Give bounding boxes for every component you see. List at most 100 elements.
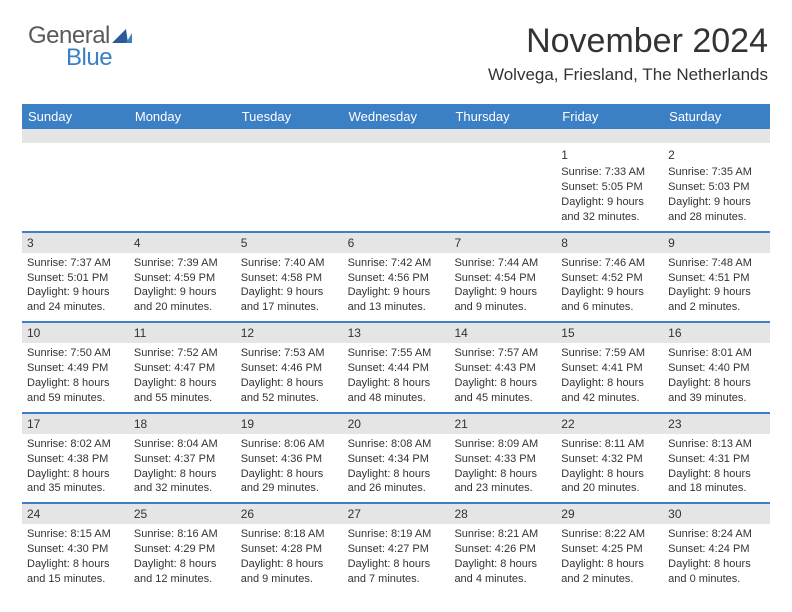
sunrise-text: Sunrise: 8:06 AM xyxy=(241,437,338,452)
daylight-line1: Daylight: 9 hours xyxy=(348,285,445,300)
calendar-day-cell: 28Sunrise: 8:21 AMSunset: 4:26 PMDayligh… xyxy=(449,504,556,593)
sunrise-text: Sunrise: 7:55 AM xyxy=(348,346,445,361)
sunrise-text: Sunrise: 7:52 AM xyxy=(134,346,231,361)
calendar-day-cell: 1Sunrise: 7:33 AMSunset: 5:05 PMDaylight… xyxy=(556,143,663,231)
sunset-text: Sunset: 4:26 PM xyxy=(454,542,551,557)
daylight-line2: and 0 minutes. xyxy=(668,572,765,587)
calendar-day-cell: 12Sunrise: 7:53 AMSunset: 4:46 PMDayligh… xyxy=(236,323,343,412)
daylight-line2: and 2 minutes. xyxy=(561,572,658,587)
sunset-text: Sunset: 5:03 PM xyxy=(668,180,765,195)
daylight-line2: and 32 minutes. xyxy=(134,481,231,496)
sunset-text: Sunset: 4:29 PM xyxy=(134,542,231,557)
calendar-day-cell: 30Sunrise: 8:24 AMSunset: 4:24 PMDayligh… xyxy=(663,504,770,593)
day-number: 3 xyxy=(22,233,129,253)
sunrise-text: Sunrise: 8:16 AM xyxy=(134,527,231,542)
calendar-day-cell: 23Sunrise: 8:13 AMSunset: 4:31 PMDayligh… xyxy=(663,414,770,503)
col-wednesday: Wednesday xyxy=(343,104,450,129)
day-number: 27 xyxy=(343,504,450,524)
sunrise-text: Sunrise: 8:09 AM xyxy=(454,437,551,452)
daylight-line1: Daylight: 8 hours xyxy=(134,467,231,482)
sunrise-text: Sunrise: 7:48 AM xyxy=(668,256,765,271)
calendar-day-cell: 7Sunrise: 7:44 AMSunset: 4:54 PMDaylight… xyxy=(449,233,556,322)
sunset-text: Sunset: 5:01 PM xyxy=(27,271,124,286)
daylight-line2: and 15 minutes. xyxy=(27,572,124,587)
daylight-line1: Daylight: 9 hours xyxy=(454,285,551,300)
daylight-line2: and 24 minutes. xyxy=(27,300,124,315)
sunrise-text: Sunrise: 7:40 AM xyxy=(241,256,338,271)
sunrise-text: Sunrise: 8:24 AM xyxy=(668,527,765,542)
sunset-text: Sunset: 4:37 PM xyxy=(134,452,231,467)
daylight-line1: Daylight: 8 hours xyxy=(241,557,338,572)
day-number: 24 xyxy=(22,504,129,524)
calendar-day-cell: 8Sunrise: 7:46 AMSunset: 4:52 PMDaylight… xyxy=(556,233,663,322)
daylight-line1: Daylight: 9 hours xyxy=(27,285,124,300)
calendar-day-cell xyxy=(236,143,343,231)
sunset-text: Sunset: 4:58 PM xyxy=(241,271,338,286)
sunset-text: Sunset: 4:49 PM xyxy=(27,361,124,376)
sunset-text: Sunset: 4:43 PM xyxy=(454,361,551,376)
daylight-line1: Daylight: 9 hours xyxy=(134,285,231,300)
day-number: 11 xyxy=(129,323,236,343)
daylight-line2: and 6 minutes. xyxy=(561,300,658,315)
sunset-text: Sunset: 4:27 PM xyxy=(348,542,445,557)
daylight-line2: and 4 minutes. xyxy=(454,572,551,587)
daylight-line1: Daylight: 8 hours xyxy=(668,557,765,572)
calendar-day-cell: 15Sunrise: 7:59 AMSunset: 4:41 PMDayligh… xyxy=(556,323,663,412)
page-subtitle: Wolvega, Friesland, The Netherlands xyxy=(488,65,768,85)
col-monday: Monday xyxy=(129,104,236,129)
day-number: 22 xyxy=(556,414,663,434)
daylight-line2: and 48 minutes. xyxy=(348,391,445,406)
calendar-day-cell: 26Sunrise: 8:18 AMSunset: 4:28 PMDayligh… xyxy=(236,504,343,593)
daylight-line2: and 23 minutes. xyxy=(454,481,551,496)
day-number: 5 xyxy=(236,233,343,253)
daylight-line2: and 32 minutes. xyxy=(561,210,658,225)
calendar-day-cell: 10Sunrise: 7:50 AMSunset: 4:49 PMDayligh… xyxy=(22,323,129,412)
day-number: 1 xyxy=(561,147,658,163)
sunset-text: Sunset: 4:28 PM xyxy=(241,542,338,557)
calendar-header-row: Sunday Monday Tuesday Wednesday Thursday… xyxy=(22,104,770,129)
daylight-line1: Daylight: 8 hours xyxy=(454,467,551,482)
sunset-text: Sunset: 4:52 PM xyxy=(561,271,658,286)
daylight-line1: Daylight: 8 hours xyxy=(668,467,765,482)
day-number: 17 xyxy=(22,414,129,434)
daylight-line1: Daylight: 8 hours xyxy=(454,557,551,572)
calendar-body: 1Sunrise: 7:33 AMSunset: 5:05 PMDaylight… xyxy=(22,143,770,593)
sunset-text: Sunset: 4:56 PM xyxy=(348,271,445,286)
sunrise-text: Sunrise: 8:11 AM xyxy=(561,437,658,452)
daylight-line1: Daylight: 8 hours xyxy=(348,467,445,482)
daylight-line1: Daylight: 8 hours xyxy=(27,467,124,482)
calendar-day-cell xyxy=(22,143,129,231)
sunset-text: Sunset: 4:40 PM xyxy=(668,361,765,376)
day-number: 29 xyxy=(556,504,663,524)
day-number: 25 xyxy=(129,504,236,524)
col-sunday: Sunday xyxy=(22,104,129,129)
daylight-line2: and 26 minutes. xyxy=(348,481,445,496)
calendar-day-cell: 4Sunrise: 7:39 AMSunset: 4:59 PMDaylight… xyxy=(129,233,236,322)
sunset-text: Sunset: 4:51 PM xyxy=(668,271,765,286)
day-number: 6 xyxy=(343,233,450,253)
daylight-line2: and 52 minutes. xyxy=(241,391,338,406)
daylight-line2: and 35 minutes. xyxy=(27,481,124,496)
sunset-text: Sunset: 4:38 PM xyxy=(27,452,124,467)
daylight-line1: Daylight: 9 hours xyxy=(561,285,658,300)
day-number: 12 xyxy=(236,323,343,343)
calendar-day-cell: 17Sunrise: 8:02 AMSunset: 4:38 PMDayligh… xyxy=(22,414,129,503)
calendar-day-cell: 20Sunrise: 8:08 AMSunset: 4:34 PMDayligh… xyxy=(343,414,450,503)
calendar-day-cell: 25Sunrise: 8:16 AMSunset: 4:29 PMDayligh… xyxy=(129,504,236,593)
daylight-line2: and 20 minutes. xyxy=(561,481,658,496)
day-number: 13 xyxy=(343,323,450,343)
day-number: 19 xyxy=(236,414,343,434)
calendar-day-cell: 27Sunrise: 8:19 AMSunset: 4:27 PMDayligh… xyxy=(343,504,450,593)
daylight-line2: and 9 minutes. xyxy=(241,572,338,587)
sunrise-text: Sunrise: 7:39 AM xyxy=(134,256,231,271)
daylight-line2: and 59 minutes. xyxy=(27,391,124,406)
daylight-line1: Daylight: 8 hours xyxy=(668,376,765,391)
header-grey-band xyxy=(22,129,770,143)
day-number: 2 xyxy=(668,147,765,163)
sunrise-text: Sunrise: 7:42 AM xyxy=(348,256,445,271)
sunset-text: Sunset: 4:44 PM xyxy=(348,361,445,376)
day-number: 30 xyxy=(663,504,770,524)
daylight-line1: Daylight: 8 hours xyxy=(134,376,231,391)
sunrise-text: Sunrise: 8:04 AM xyxy=(134,437,231,452)
sunrise-text: Sunrise: 7:53 AM xyxy=(241,346,338,361)
